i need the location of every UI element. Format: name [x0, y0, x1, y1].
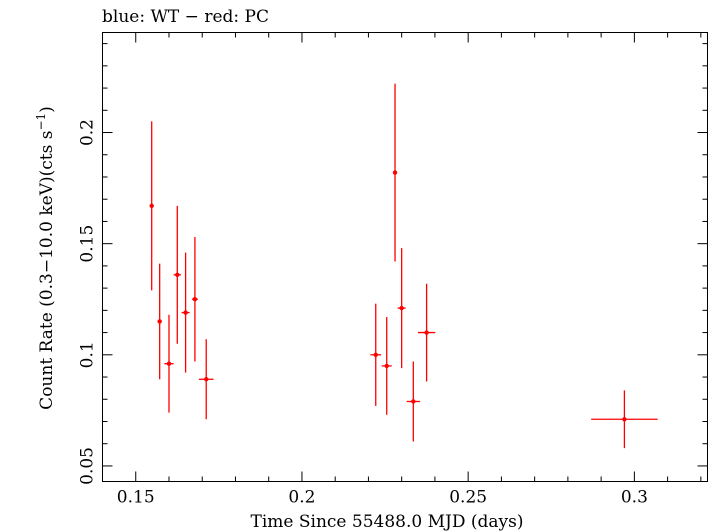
y-axis-title-sup: −1	[34, 113, 48, 131]
x-tick-label: 0.3	[621, 488, 648, 508]
data-point	[370, 303, 382, 406]
data-point	[164, 314, 174, 413]
data-marker	[166, 361, 172, 366]
axis-ticks	[102, 32, 708, 482]
data-marker	[392, 170, 398, 175]
data-marker	[204, 377, 209, 382]
data-marker	[384, 363, 389, 369]
data-marker	[183, 310, 188, 315]
data-point	[417, 283, 436, 382]
plot-frame	[102, 32, 708, 482]
data-point	[181, 252, 190, 373]
x-tick-label: 0.2	[288, 488, 315, 508]
data-point	[591, 390, 658, 449]
data-point	[392, 83, 398, 262]
axis-tick-labels: 0.15 0.2 0.25 0.3 0.05 0.1 0.15 0.2	[78, 119, 648, 507]
data-points	[149, 83, 658, 449]
y-tick-label: 0.05	[78, 447, 98, 485]
x-tick-label: 0.25	[449, 488, 487, 508]
y-tick-label: 0.15	[78, 225, 98, 263]
y-axis-title-main: Count Rate (0.3−10.0 keV)(cts s	[37, 131, 57, 410]
data-marker	[157, 319, 162, 324]
data-marker	[399, 305, 404, 311]
data-point	[198, 339, 214, 420]
data-point	[191, 236, 198, 362]
data-point	[157, 263, 162, 380]
y-tick-label: 0.1	[78, 341, 98, 368]
y-axis-title: Count Rate (0.3−10.0 keV)(cts s−1)	[34, 106, 57, 410]
x-tick-label: 0.15	[117, 488, 155, 508]
data-marker	[424, 330, 429, 335]
y-tick-label: 0.2	[78, 119, 98, 146]
data-point	[149, 121, 154, 291]
data-marker	[622, 417, 627, 422]
data-marker	[192, 297, 198, 302]
data-point	[173, 205, 181, 344]
plot-title: blue: WT − red: PC	[102, 7, 269, 27]
data-point	[381, 317, 392, 415]
data-marker	[149, 203, 154, 209]
data-marker	[175, 272, 180, 277]
data-point	[406, 361, 420, 442]
data-point	[397, 248, 406, 369]
data-marker	[373, 352, 378, 358]
data-marker	[411, 399, 416, 404]
y-axis-title-tail: )	[37, 106, 57, 113]
x-axis-title: Time Since 55488.0 MJD (days)	[251, 512, 524, 532]
